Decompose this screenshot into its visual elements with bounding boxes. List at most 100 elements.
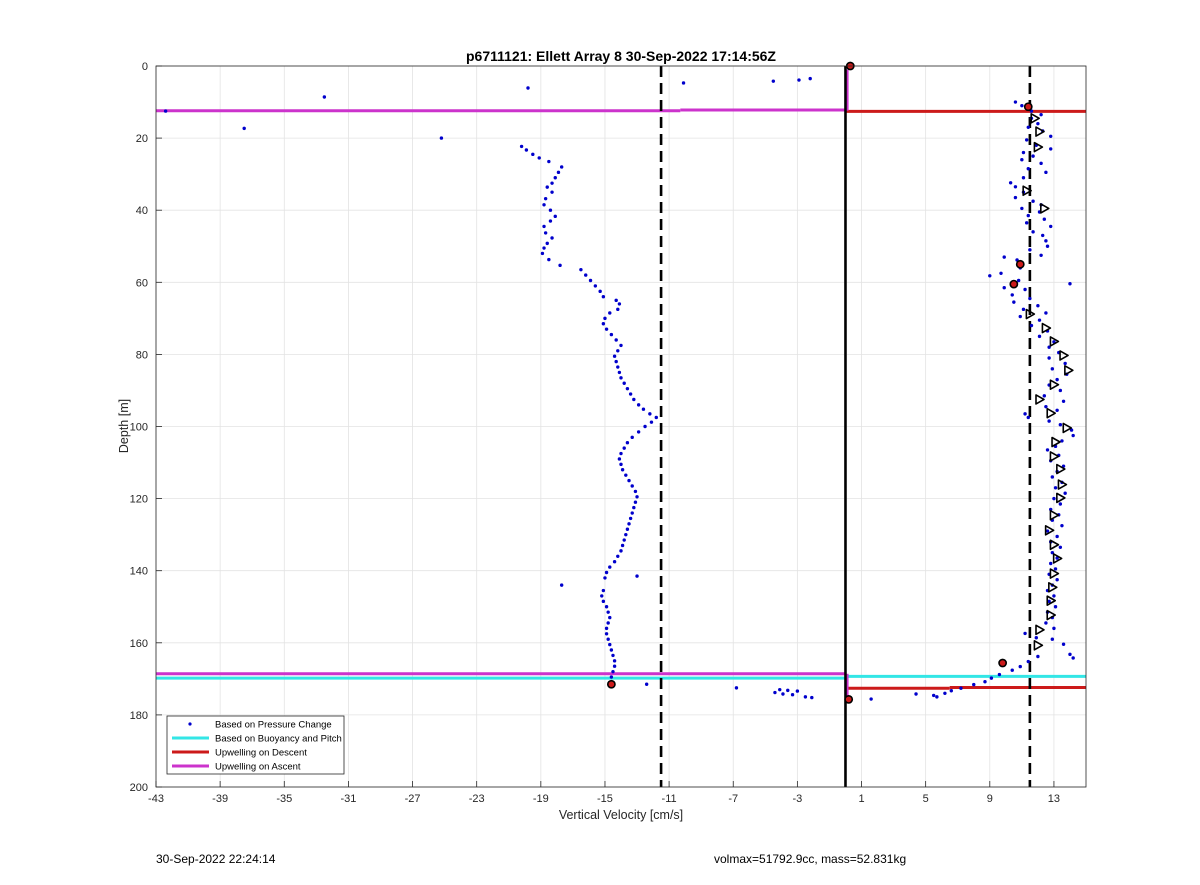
pressure-point <box>617 370 622 375</box>
pressure-point <box>1060 439 1064 443</box>
descent-triangle-marker <box>1057 479 1068 490</box>
pressure-point <box>579 267 583 272</box>
pressure-point <box>808 76 812 81</box>
pressure-point <box>606 610 610 614</box>
pressure-point <box>1031 199 1035 203</box>
pressure-point <box>616 349 620 353</box>
pressure-point <box>869 697 873 701</box>
pressure-point <box>617 457 622 461</box>
pressure-point <box>1047 599 1051 604</box>
x-tick-label: -23 <box>469 793 485 805</box>
descent-triangle-marker <box>1049 509 1060 521</box>
pressure-point <box>322 95 327 99</box>
pressure-point <box>624 473 628 477</box>
x-ticks: -43 -39 -35 -31 -27 -23 -19 -15 -11 -7 -3 1 5 9 13 <box>148 781 1060 805</box>
pressure-point <box>526 86 530 90</box>
highlighted-marker <box>1015 259 1025 269</box>
descent-triangle-marker <box>1040 203 1050 214</box>
pressure-point <box>1041 233 1045 238</box>
pressure-point <box>524 148 529 152</box>
pressure-point <box>1031 230 1035 234</box>
pressure-point <box>550 190 554 194</box>
pressure-point <box>519 144 524 149</box>
pressure-point <box>1023 412 1027 416</box>
y-tick-label: 40 <box>136 205 148 217</box>
pressure-point <box>1013 100 1018 104</box>
pressure-point <box>1055 408 1059 412</box>
pressure-point <box>242 126 246 131</box>
pressure-point <box>1045 244 1050 248</box>
pressure-point <box>609 648 614 652</box>
pressure-point <box>601 322 606 326</box>
pressure-point <box>608 311 612 315</box>
pressure-point <box>616 554 620 558</box>
pressure-point <box>601 295 606 299</box>
pressure-point <box>790 693 795 697</box>
pressure-point <box>1049 561 1053 566</box>
pressure-point <box>608 642 612 647</box>
pressure-point <box>635 495 639 499</box>
pressure-point <box>1058 545 1063 549</box>
pressure-point <box>606 621 610 625</box>
descent-triangle-marker <box>1059 350 1069 361</box>
pressure-point <box>1026 415 1030 420</box>
descent-triangle-marker <box>1035 126 1045 137</box>
pressure-point <box>1010 668 1014 672</box>
descent-triangle-marker <box>1044 525 1055 536</box>
pressure-point <box>1026 125 1030 129</box>
pressure-point <box>545 185 549 189</box>
pressure-point <box>1036 304 1040 308</box>
pressure-point <box>1044 311 1048 315</box>
y-tick-label: 60 <box>136 277 148 289</box>
pressure-point <box>1071 656 1075 660</box>
pressure-point <box>641 407 646 411</box>
descent-triangle-marker <box>1041 322 1052 334</box>
pressure-point <box>795 689 800 693</box>
descent-triangle-marker <box>1035 624 1045 636</box>
pressure-point <box>1039 161 1043 166</box>
y-tick-label: 120 <box>130 494 148 506</box>
pressure-point <box>1049 224 1053 229</box>
x-tick-label: 13 <box>1048 793 1060 805</box>
pressure-point <box>1013 195 1018 200</box>
descent-triangle-marker <box>1049 379 1060 390</box>
pressure-point <box>1029 323 1034 328</box>
pressure-point <box>1044 170 1048 175</box>
descent-triangle-marker <box>1049 451 1060 462</box>
pressure-point <box>548 208 553 212</box>
pressure-point <box>681 81 686 85</box>
pressure-point <box>614 338 618 342</box>
pressure-point <box>1052 626 1056 631</box>
y-tick-label: 100 <box>130 422 148 434</box>
legend-pressure-marker <box>188 722 192 726</box>
pressure-point <box>1021 307 1026 312</box>
pressure-point <box>1055 578 1059 582</box>
pressure-point <box>553 214 557 219</box>
pressure-point <box>1042 217 1047 221</box>
pressure-point <box>601 599 606 604</box>
pressure-point <box>1045 448 1050 452</box>
pressure-point <box>1018 314 1022 319</box>
pressure-point <box>1020 158 1024 162</box>
pressure-point <box>625 441 630 445</box>
pressure-point <box>1044 621 1048 625</box>
pressure-point <box>1020 103 1024 108</box>
descent-triangle-marker <box>1046 609 1057 621</box>
pressure-point <box>547 257 551 262</box>
pressure-point <box>1018 664 1022 669</box>
y-tick-label: 80 <box>136 349 148 361</box>
pressure-point <box>598 289 602 294</box>
y-tick-label: 20 <box>136 133 148 145</box>
pressure-point <box>633 489 638 494</box>
pressure-point <box>619 376 623 380</box>
pressure-point <box>1013 185 1018 189</box>
pressure-point <box>619 462 623 467</box>
pressure-point <box>989 676 994 680</box>
pressure-point <box>1023 287 1027 292</box>
descent-triangle-marker <box>1056 463 1066 475</box>
highlighted-marker <box>606 679 616 689</box>
descent-triangle-marker <box>1035 394 1045 405</box>
pressure-point <box>983 680 987 684</box>
pressure-point <box>1050 367 1055 371</box>
pressure-point <box>1068 282 1072 286</box>
